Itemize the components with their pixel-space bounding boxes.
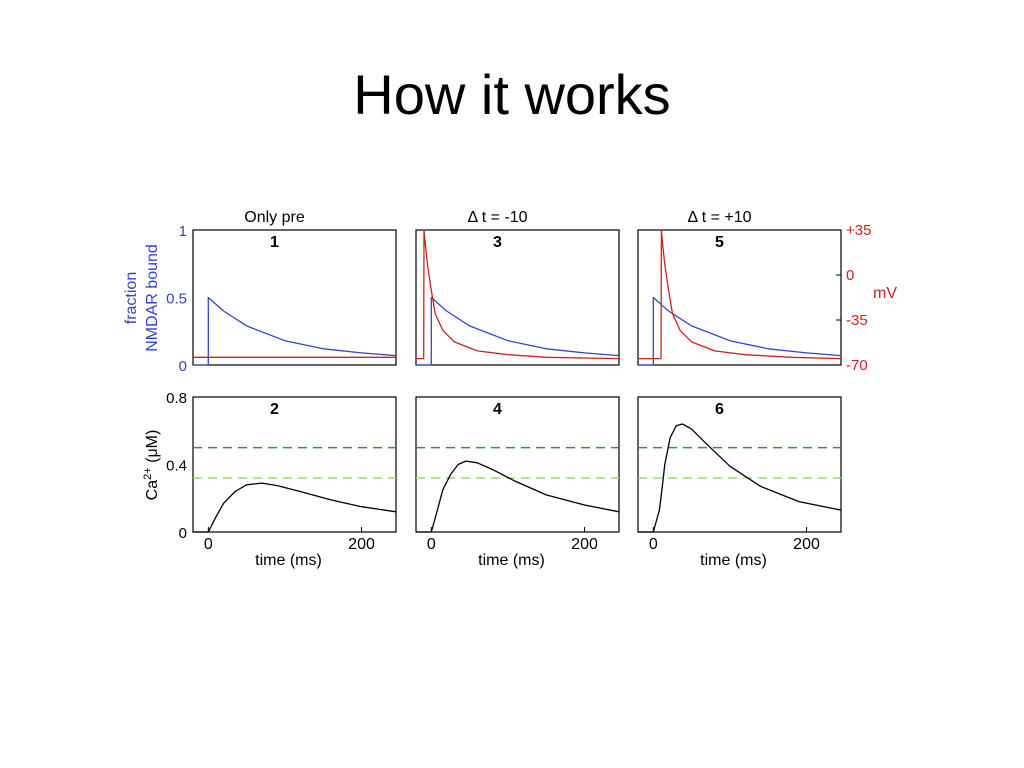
top-ytick-2: 0 [179,358,187,375]
panel-frame-2 [192,396,397,533]
top-ytick-1: 0.5 [166,291,187,308]
right-axis-unit: mV [873,285,897,302]
slide-title: How it works [353,63,671,126]
right-ytick-3: -70 [846,357,868,374]
panel-frame-6 [637,396,842,533]
ylabel-sup: 2+ [142,467,154,480]
ylabel-unit: (μM) [144,430,161,468]
nmdar-trace-1 [193,296,397,366]
calcium-trace-2 [193,482,397,533]
xtick-label-4-1: 200 [571,536,598,553]
bottom-ytick-2: 0 [179,525,187,542]
xtick-label-4-0: 0 [427,536,436,553]
calcium-trace-4 [416,460,620,533]
panel-label-1: 1 [270,234,279,251]
xtick-label-2-0: 0 [204,536,213,553]
panel-frame-4 [415,396,620,533]
xtick-label-2-1: 200 [348,536,375,553]
voltage-trace-5 [638,229,842,360]
panel-frame-1 [192,229,397,366]
panel-title-3: Δ t = -10 [467,209,527,226]
left-axis-label-line2: NMDAR bound [144,244,161,352]
ylabel-base: Ca [144,480,161,501]
calcium-trace-6 [638,423,842,533]
bottom-axis-ylabel: Ca2+ (μM) [142,430,161,501]
panel-title-5: Δ t = +10 [687,209,751,226]
panel-title-1: Only pre [244,209,305,226]
panel-label-2: 2 [270,401,279,418]
panel-frame-3 [415,229,620,366]
right-ytick-1: 0 [846,267,854,284]
xlabel-2: time (ms) [255,552,322,569]
right-ytick-0: +35 [846,222,871,239]
xtick-label-6-1: 200 [793,536,820,553]
xtick-label-6-0: 0 [649,536,658,553]
nmdar-trace-5 [638,296,842,366]
panel-frame-5 [637,229,842,366]
bottom-ytick-1: 0.4 [166,458,187,475]
voltage-trace-3 [416,229,620,360]
nmdar-trace-3 [416,296,620,366]
panels-group: Only pre 1 2 0 200 time (ms) Δ t = -10 3 4 0 200 ti… [166,209,871,569]
left-axis-label-line1: fraction [123,272,140,324]
panel-label-6: 6 [715,401,724,418]
xlabel-6: time (ms) [700,552,767,569]
bottom-ytick-0: 0.8 [166,390,187,407]
panel-label-5: 5 [715,234,724,251]
xlabel-4: time (ms) [478,552,545,569]
panel-label-4: 4 [493,401,502,418]
top-ytick-0: 1 [179,223,187,240]
right-ytick-2: -35 [846,312,868,329]
panel-label-3: 3 [493,234,502,251]
